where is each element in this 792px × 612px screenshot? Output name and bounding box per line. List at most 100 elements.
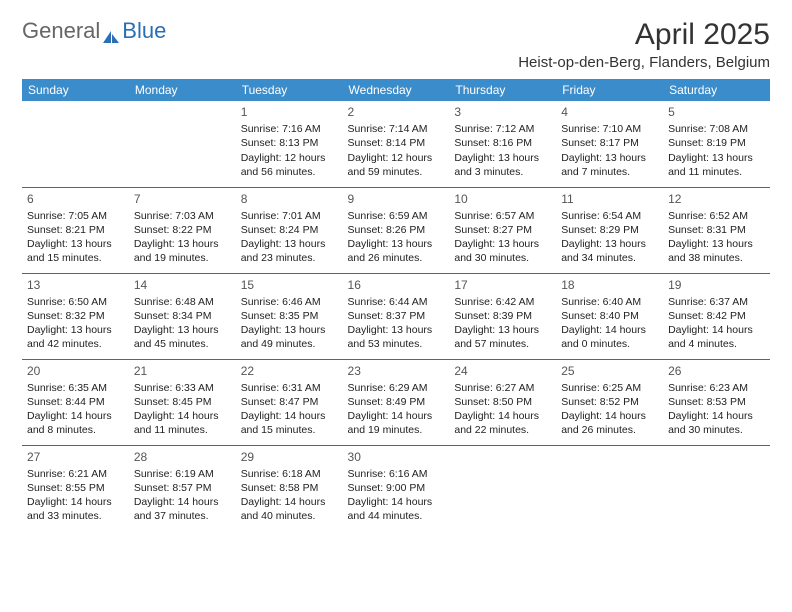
- day-details: Sunrise: 6:25 AMSunset: 8:52 PMDaylight:…: [561, 381, 658, 438]
- day-details: Sunrise: 6:52 AMSunset: 8:31 PMDaylight:…: [668, 209, 765, 266]
- day-number: 13: [27, 277, 124, 293]
- day-details: Sunrise: 6:18 AMSunset: 8:58 PMDaylight:…: [241, 467, 338, 524]
- calendar-day-cell: 10 Sunrise: 6:57 AMSunset: 8:27 PMDayligh…: [449, 187, 556, 273]
- day-number: 27: [27, 449, 124, 465]
- calendar-day-cell: [129, 101, 236, 187]
- day-details: Sunrise: 6:21 AMSunset: 8:55 PMDaylight:…: [27, 467, 124, 524]
- day-details: Sunrise: 6:29 AMSunset: 8:49 PMDaylight:…: [348, 381, 445, 438]
- calendar-day-cell: 20 Sunrise: 6:35 AMSunset: 8:44 PMDayligh…: [22, 359, 129, 445]
- calendar-day-cell: 15 Sunrise: 6:46 AMSunset: 8:35 PMDayligh…: [236, 273, 343, 359]
- calendar-day-cell: 18Sunrise: 6:40 AMSunset: 8:40 PMDayligh…: [556, 273, 663, 359]
- calendar-day-cell: 2 Sunrise: 7:14 AMSunset: 8:14 PMDaylight…: [343, 101, 450, 187]
- calendar-day-cell: 21Sunrise: 6:33 AMSunset: 8:45 PMDayligh…: [129, 359, 236, 445]
- day-details: Sunrise: 6:54 AMSunset: 8:29 PMDaylight:…: [561, 209, 658, 266]
- calendar-day-cell: 28Sunrise: 6:19 AMSunset: 8:57 PMDayligh…: [129, 445, 236, 531]
- calendar-day-cell: 29 Sunrise: 6:18 AMSunset: 8:58 PMDayligh…: [236, 445, 343, 531]
- day-header-row: SundayMondayTuesdayWednesdayThursdayFrid…: [22, 79, 770, 101]
- month-title: April 2025: [518, 18, 770, 52]
- day-details: Sunrise: 7:10 AMSunset: 8:17 PMDaylight:…: [561, 122, 658, 179]
- day-number: 5: [668, 104, 765, 120]
- day-header: Thursday: [449, 79, 556, 101]
- day-header: Saturday: [663, 79, 770, 101]
- calendar-day-cell: 9 Sunrise: 6:59 AMSunset: 8:26 PMDaylight…: [343, 187, 450, 273]
- day-details: Sunrise: 7:14 AMSunset: 8:14 PMDaylight:…: [348, 122, 445, 179]
- day-header: Tuesday: [236, 79, 343, 101]
- day-number: 4: [561, 104, 658, 120]
- logo: General Blue: [22, 18, 166, 44]
- title-block: April 2025 Heist-op-den-Berg, Flanders, …: [518, 18, 770, 71]
- calendar-day-cell: 27 Sunrise: 6:21 AMSunset: 8:55 PMDayligh…: [22, 445, 129, 531]
- day-number: 8: [241, 191, 338, 207]
- calendar-day-cell: [663, 445, 770, 531]
- calendar-day-cell: 23Sunrise: 6:29 AMSunset: 8:49 PMDayligh…: [343, 359, 450, 445]
- day-details: Sunrise: 7:12 AMSunset: 8:16 PMDaylight:…: [454, 122, 551, 179]
- calendar-day-cell: [449, 445, 556, 531]
- calendar-day-cell: 4 Sunrise: 7:10 AMSunset: 8:17 PMDaylight…: [556, 101, 663, 187]
- day-details: Sunrise: 6:48 AMSunset: 8:34 PMDaylight:…: [134, 295, 231, 352]
- day-header: Sunday: [22, 79, 129, 101]
- calendar-week-row: 6 Sunrise: 7:05 AMSunset: 8:21 PMDaylight…: [22, 187, 770, 273]
- calendar-day-cell: 12 Sunrise: 6:52 AMSunset: 8:31 PMDayligh…: [663, 187, 770, 273]
- calendar-day-cell: 5 Sunrise: 7:08 AMSunset: 8:19 PMDaylight…: [663, 101, 770, 187]
- day-number: 9: [348, 191, 445, 207]
- day-number: 29: [241, 449, 338, 465]
- day-details: Sunrise: 6:35 AMSunset: 8:44 PMDaylight:…: [27, 381, 124, 438]
- day-number: 17: [454, 277, 551, 293]
- calendar-day-cell: 17Sunrise: 6:42 AMSunset: 8:39 PMDayligh…: [449, 273, 556, 359]
- day-number: 20: [27, 363, 124, 379]
- calendar-week-row: 13Sunrise: 6:50 AMSunset: 8:32 PMDayligh…: [22, 273, 770, 359]
- day-details: Sunrise: 7:03 AMSunset: 8:22 PMDaylight:…: [134, 209, 231, 266]
- calendar-day-cell: 16Sunrise: 6:44 AMSunset: 8:37 PMDayligh…: [343, 273, 450, 359]
- day-number: 3: [454, 104, 551, 120]
- day-number: 25: [561, 363, 658, 379]
- calendar-day-cell: 3 Sunrise: 7:12 AMSunset: 8:16 PMDaylight…: [449, 101, 556, 187]
- day-number: 30: [348, 449, 445, 465]
- calendar-day-cell: 8 Sunrise: 7:01 AMSunset: 8:24 PMDaylight…: [236, 187, 343, 273]
- calendar-day-cell: 30 Sunrise: 6:16 AMSunset: 9:00 PMDayligh…: [343, 445, 450, 531]
- day-number: 10: [454, 191, 551, 207]
- logo-text-1: General: [22, 18, 100, 44]
- calendar-day-cell: 22Sunrise: 6:31 AMSunset: 8:47 PMDayligh…: [236, 359, 343, 445]
- day-number: 16: [348, 277, 445, 293]
- day-details: Sunrise: 6:46 AMSunset: 8:35 PMDaylight:…: [241, 295, 338, 352]
- day-details: Sunrise: 6:33 AMSunset: 8:45 PMDaylight:…: [134, 381, 231, 438]
- day-details: Sunrise: 6:57 AMSunset: 8:27 PMDaylight:…: [454, 209, 551, 266]
- day-number: 18: [561, 277, 658, 293]
- calendar-day-cell: 25 Sunrise: 6:25 AMSunset: 8:52 PMDayligh…: [556, 359, 663, 445]
- day-details: Sunrise: 6:19 AMSunset: 8:57 PMDaylight:…: [134, 467, 231, 524]
- day-number: 6: [27, 191, 124, 207]
- day-details: Sunrise: 7:08 AMSunset: 8:19 PMDaylight:…: [668, 122, 765, 179]
- calendar-week-row: 27 Sunrise: 6:21 AMSunset: 8:55 PMDayligh…: [22, 445, 770, 531]
- day-header: Friday: [556, 79, 663, 101]
- calendar-day-cell: 26 Sunrise: 6:23 AMSunset: 8:53 PMDayligh…: [663, 359, 770, 445]
- calendar-day-cell: 6 Sunrise: 7:05 AMSunset: 8:21 PMDaylight…: [22, 187, 129, 273]
- day-header: Monday: [129, 79, 236, 101]
- logo-text-2: Blue: [122, 18, 166, 44]
- day-number: 2: [348, 104, 445, 120]
- day-header: Wednesday: [343, 79, 450, 101]
- day-details: Sunrise: 7:16 AMSunset: 8:13 PMDaylight:…: [241, 122, 338, 179]
- day-details: Sunrise: 6:59 AMSunset: 8:26 PMDaylight:…: [348, 209, 445, 266]
- calendar-day-cell: 11Sunrise: 6:54 AMSunset: 8:29 PMDayligh…: [556, 187, 663, 273]
- calendar-week-row: 1 Sunrise: 7:16 AMSunset: 8:13 PMDaylight…: [22, 101, 770, 187]
- calendar-day-cell: 19Sunrise: 6:37 AMSunset: 8:42 PMDayligh…: [663, 273, 770, 359]
- day-details: Sunrise: 7:05 AMSunset: 8:21 PMDaylight:…: [27, 209, 124, 266]
- calendar-day-cell: 1 Sunrise: 7:16 AMSunset: 8:13 PMDaylight…: [236, 101, 343, 187]
- day-number: 15: [241, 277, 338, 293]
- day-number: 12: [668, 191, 765, 207]
- day-number: 24: [454, 363, 551, 379]
- calendar-day-cell: 24 Sunrise: 6:27 AMSunset: 8:50 PMDayligh…: [449, 359, 556, 445]
- day-details: Sunrise: 6:16 AMSunset: 9:00 PMDaylight:…: [348, 467, 445, 524]
- location-text: Heist-op-den-Berg, Flanders, Belgium: [518, 54, 770, 71]
- day-details: Sunrise: 6:27 AMSunset: 8:50 PMDaylight:…: [454, 381, 551, 438]
- calendar-table: SundayMondayTuesdayWednesdayThursdayFrid…: [22, 79, 770, 531]
- calendar-week-row: 20 Sunrise: 6:35 AMSunset: 8:44 PMDayligh…: [22, 359, 770, 445]
- day-details: Sunrise: 7:01 AMSunset: 8:24 PMDaylight:…: [241, 209, 338, 266]
- day-details: Sunrise: 6:23 AMSunset: 8:53 PMDaylight:…: [668, 381, 765, 438]
- day-number: 26: [668, 363, 765, 379]
- calendar-day-cell: 7Sunrise: 7:03 AMSunset: 8:22 PMDaylight…: [129, 187, 236, 273]
- day-number: 14: [134, 277, 231, 293]
- calendar-day-cell: 14 Sunrise: 6:48 AMSunset: 8:34 PMDayligh…: [129, 273, 236, 359]
- header: General Blue April 2025 Heist-op-den-Ber…: [22, 18, 770, 71]
- day-number: 1: [241, 104, 338, 120]
